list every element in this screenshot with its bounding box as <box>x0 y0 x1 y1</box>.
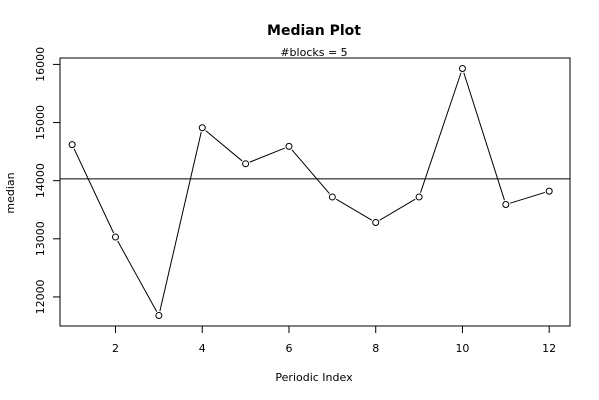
y-tick-label: 15000 <box>34 105 47 140</box>
series-line-segment <box>291 149 330 194</box>
y-tick-label: 14000 <box>34 163 47 198</box>
x-axis-label: Periodic Index <box>275 371 353 384</box>
chart-subtitle: #blocks = 5 <box>280 46 347 59</box>
series-line-segment <box>73 148 115 234</box>
y-tick-label: 16000 <box>34 47 47 82</box>
plot-frame <box>59 57 571 327</box>
series-line-segment <box>463 72 505 201</box>
data-point <box>458 64 466 72</box>
data-point <box>502 200 510 208</box>
data-point <box>155 312 163 320</box>
data-point <box>328 193 336 201</box>
series-line-segment <box>249 147 285 163</box>
series-line-segment <box>509 191 546 204</box>
chart-marks: 2 4 6 8 10 12 12000 13000 14000 15000 16000 <box>34 47 570 355</box>
x-tick-label: 8 <box>372 342 379 355</box>
data-point <box>545 187 553 195</box>
x-tick-label: 4 <box>199 342 206 355</box>
series-line-segment <box>159 132 202 312</box>
y-tick-label: 12000 <box>34 279 47 314</box>
series-line-segment <box>117 240 158 312</box>
x-tick-label: 12 <box>542 342 556 355</box>
series-line-segment <box>205 130 243 162</box>
x-tick-label: 2 <box>112 342 119 355</box>
data-point <box>68 141 76 149</box>
data-point <box>285 142 293 150</box>
data-point <box>415 193 423 201</box>
x-tick-label: 6 <box>285 342 292 355</box>
chart-title: Median Plot <box>267 23 361 39</box>
y-tick-label: 13000 <box>34 221 47 256</box>
x-tick-label: 10 <box>455 342 469 355</box>
series-line-segment <box>420 72 462 193</box>
data-point <box>242 160 250 168</box>
data-point <box>112 233 120 241</box>
series-line-segment <box>379 198 416 221</box>
data-point <box>198 124 206 132</box>
y-axis-label: median <box>4 172 17 213</box>
data-point <box>372 219 380 227</box>
series-line-segment <box>335 198 373 221</box>
